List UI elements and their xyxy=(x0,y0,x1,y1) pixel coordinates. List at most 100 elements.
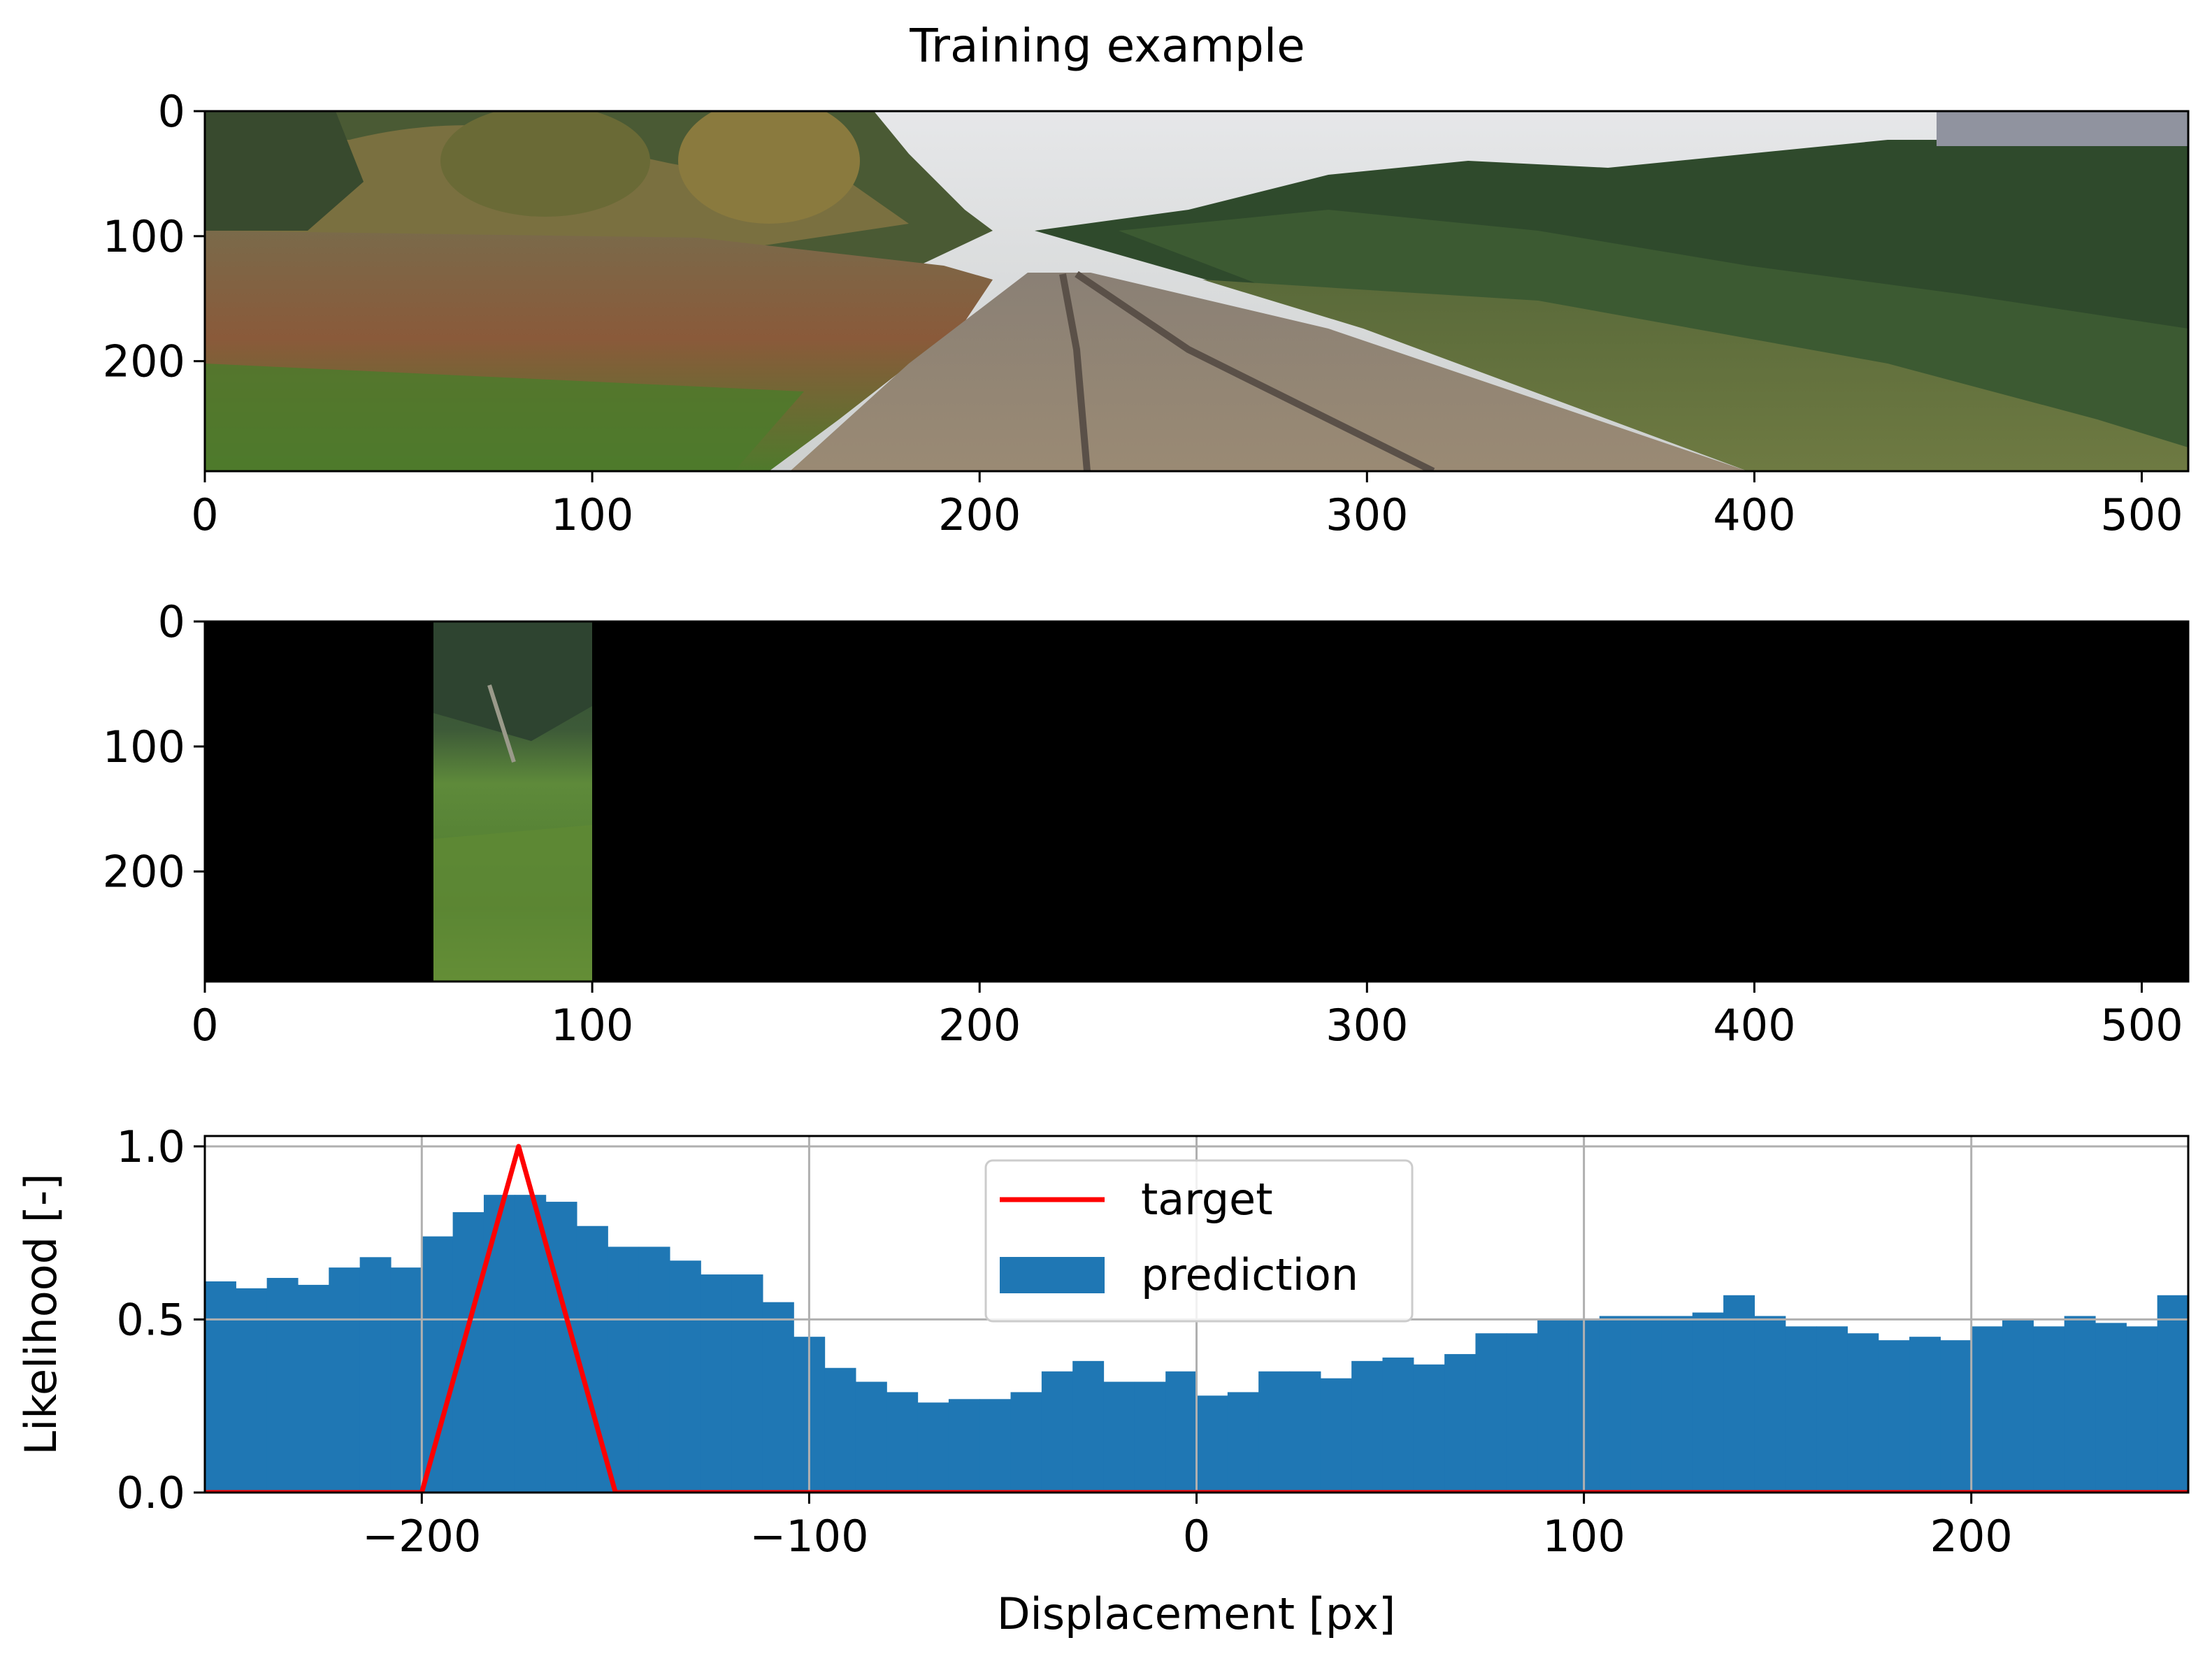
x-tick-label: 0 xyxy=(1183,1511,1210,1562)
prediction-bar xyxy=(1940,1340,1972,1493)
prediction-bar xyxy=(545,1202,577,1493)
prediction-bar xyxy=(701,1274,733,1493)
x-tick-label: 300 xyxy=(1326,489,1408,540)
prediction-bar xyxy=(2095,1323,2127,1493)
prediction-bar xyxy=(1351,1360,1384,1493)
prediction-bar xyxy=(2157,1295,2188,1493)
y-tick-label: 100 xyxy=(103,721,185,772)
prediction-bar xyxy=(2064,1316,2096,1493)
prediction-bar xyxy=(422,1236,454,1493)
image-panel-top: 0 100 200 300 400 500 0 100 200 xyxy=(103,86,2190,540)
prediction-bar xyxy=(1010,1392,1042,1493)
prediction-bar xyxy=(1537,1319,1570,1493)
prediction-bar xyxy=(1444,1353,1477,1493)
prediction-bar xyxy=(917,1402,949,1493)
y-tick-label: 1.0 xyxy=(116,1121,185,1172)
prediction-bar xyxy=(2126,1326,2158,1493)
x-tick-label: 200 xyxy=(1930,1511,2013,1562)
x-tick-label: −200 xyxy=(362,1511,481,1562)
prediction-bar xyxy=(297,1284,329,1493)
prediction-bar xyxy=(1785,1326,1817,1493)
prediction-bar xyxy=(1661,1316,1693,1493)
x-tick-label: 200 xyxy=(938,489,1021,540)
prediction-bar xyxy=(1909,1337,1941,1493)
x-tick-label: 0 xyxy=(191,1000,218,1051)
x-tick-label: 500 xyxy=(2100,1000,2183,1051)
prediction-bar xyxy=(1382,1357,1414,1493)
figure-title: Training example xyxy=(909,19,1305,73)
prediction-bar xyxy=(359,1257,392,1493)
prediction-bar xyxy=(452,1212,484,1493)
likelihood-chart: −200 −100 0 100 200 0.0 0.5 1.0 Displacement [… xyxy=(15,1121,2190,1639)
x-tick-label: 100 xyxy=(551,489,633,540)
legend: target prediction xyxy=(984,1159,1414,1323)
prediction-bar xyxy=(1599,1316,1631,1493)
prediction-bar xyxy=(1692,1312,1724,1493)
x-tick-label: 400 xyxy=(1713,489,1795,540)
x-tick-label: 500 xyxy=(2100,489,2183,540)
prediction-bar xyxy=(1165,1371,1198,1493)
target-line xyxy=(205,1144,2188,1493)
y-tick-label: 100 xyxy=(103,211,185,262)
y-tick-label: 0.5 xyxy=(116,1294,185,1345)
prediction-bar xyxy=(2033,1326,2065,1493)
prediction-bar xyxy=(1258,1371,1291,1493)
y-ticks: 0 100 200 xyxy=(103,86,205,387)
prediction-bar xyxy=(2002,1319,2034,1493)
prediction-bar xyxy=(266,1278,299,1493)
prediction-bar xyxy=(638,1246,670,1493)
y-axis-label: Likelihood [-] xyxy=(15,1173,66,1455)
y-tick-label: 0 xyxy=(158,596,185,647)
prediction-bar xyxy=(1289,1371,1321,1493)
prediction-bar xyxy=(1103,1381,1135,1493)
legend-prediction-label: prediction xyxy=(1141,1249,1358,1300)
prediction-bar xyxy=(1971,1326,2003,1493)
prediction-bar xyxy=(762,1302,794,1493)
x-tick-label: 300 xyxy=(1326,1000,1408,1051)
y-ticks: 0.0 0.5 1.0 xyxy=(116,1121,205,1518)
prediction-bar xyxy=(329,1267,361,1493)
prediction-bar xyxy=(515,1195,547,1493)
prediction-bar xyxy=(1320,1378,1352,1493)
legend-prediction-swatch xyxy=(1000,1257,1105,1293)
prediction-bar xyxy=(886,1392,919,1493)
y-tick-label: 200 xyxy=(103,336,185,387)
x-ticks: 0 100 200 300 400 500 xyxy=(191,471,2183,540)
prediction-bar xyxy=(236,1288,268,1493)
x-tick-label: 0 xyxy=(191,489,218,540)
prediction-bar xyxy=(948,1399,980,1493)
prediction-bar xyxy=(1413,1364,1445,1493)
railway-image xyxy=(205,111,2188,471)
prediction-bar xyxy=(483,1195,515,1493)
y-tick-label: 200 xyxy=(103,847,185,898)
prediction-bar xyxy=(1878,1340,1910,1493)
image-panel-middle: 0 100 200 300 400 500 0 100 200 xyxy=(103,596,2190,1051)
prediction-bar xyxy=(1723,1295,1755,1493)
prediction-bar xyxy=(1134,1381,1166,1493)
legend-target-label: target xyxy=(1141,1174,1273,1225)
prediction-bar xyxy=(1847,1333,1879,1493)
y-tick-label: 0.0 xyxy=(116,1467,185,1518)
x-ticks: 0 100 200 300 400 500 xyxy=(191,982,2183,1051)
prediction-bar xyxy=(205,1281,236,1493)
prediction-bar xyxy=(1630,1316,1662,1493)
prediction-bar xyxy=(1072,1360,1105,1493)
visible-strip xyxy=(433,621,592,982)
prediction-bar xyxy=(1041,1371,1073,1493)
x-tick-label: 100 xyxy=(551,1000,633,1051)
prediction-bar xyxy=(1196,1395,1228,1493)
prediction-bar xyxy=(979,1399,1012,1493)
prediction-bar xyxy=(824,1367,856,1493)
prediction-bar xyxy=(608,1246,640,1493)
x-tick-label: 100 xyxy=(1542,1511,1625,1562)
prediction-bar xyxy=(1475,1333,1507,1493)
prediction-bar xyxy=(1227,1392,1259,1493)
prediction-bar xyxy=(1754,1316,1786,1493)
x-tick-label: 200 xyxy=(938,1000,1021,1051)
x-tick-label: −100 xyxy=(749,1511,868,1562)
y-tick-label: 0 xyxy=(158,86,185,137)
x-axis-label: Displacement [px] xyxy=(997,1588,1395,1639)
prediction-bar xyxy=(390,1267,422,1493)
prediction-bar xyxy=(731,1274,763,1493)
